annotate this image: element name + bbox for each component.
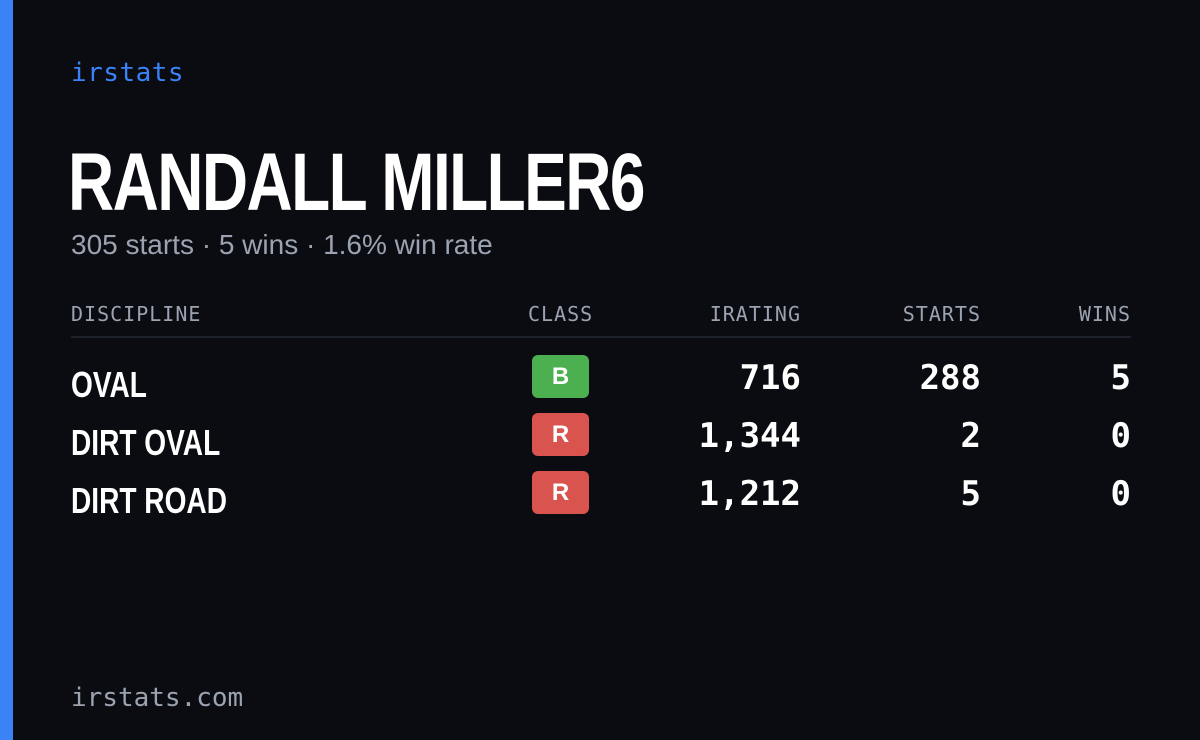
irating-value: 716 <box>739 358 801 398</box>
driver-name: RANDALL MILLER6 <box>68 137 645 228</box>
accent-bar <box>0 0 13 740</box>
starts-value: 2 <box>960 416 981 456</box>
table-row: DIRT OVAL R 1,344 2 0 <box>71 411 1131 469</box>
irating-value: 1,212 <box>698 474 801 514</box>
starts-value: 288 <box>919 358 981 398</box>
wins-value: 0 <box>1110 474 1131 514</box>
header-starts: STARTS <box>902 302 981 326</box>
header-discipline: DISCIPLINE <box>71 302 202 326</box>
header-irating: IRATING <box>709 302 801 326</box>
discipline-name: DIRT OVAL <box>71 422 221 463</box>
wins-value: 5 <box>1110 358 1131 398</box>
table-row: DIRT ROAD R 1,212 5 0 <box>71 469 1131 527</box>
license-class-badge: R <box>532 471 589 514</box>
stats-table: DISCIPLINE CLASS IRATING STARTS WINS OVA… <box>71 296 1131 527</box>
irating-value: 1,344 <box>698 416 801 456</box>
starts-value: 5 <box>960 474 981 514</box>
table-row: OVAL B 716 288 5 <box>71 353 1131 411</box>
license-class-badge: B <box>532 355 589 398</box>
discipline-name: DIRT ROAD <box>71 480 227 521</box>
wins-value: 0 <box>1110 416 1131 456</box>
license-class-badge: R <box>532 413 589 456</box>
discipline-name: OVAL <box>71 364 147 405</box>
driver-summary: 305 starts · 5 wins · 1.6% win rate <box>71 229 493 260</box>
header-class: CLASS <box>528 302 594 326</box>
footer-url[interactable]: irstats.com <box>71 683 244 713</box>
table-header: DISCIPLINE CLASS IRATING STARTS WINS <box>71 296 1131 338</box>
header-wins: WINS <box>1078 302 1131 326</box>
brand-logo: irstats <box>71 58 185 88</box>
